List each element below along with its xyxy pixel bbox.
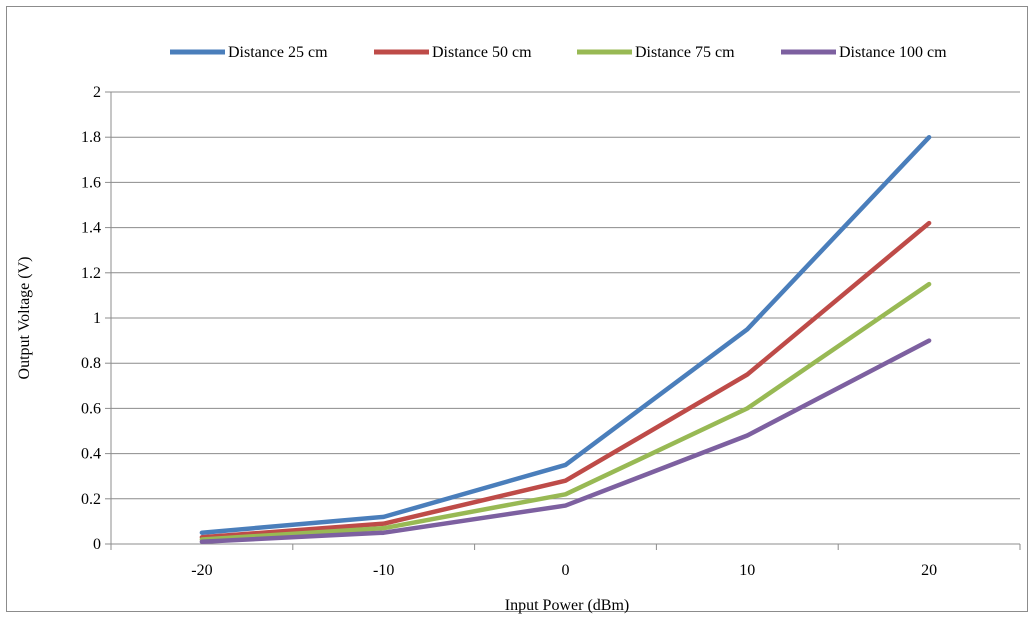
series-line-4	[199, 338, 932, 544]
y-tick-label: 1.8	[81, 129, 101, 146]
x-tick-label: -10	[373, 562, 394, 579]
series-line-3	[199, 281, 932, 542]
x-tick-label: 0	[562, 562, 570, 579]
chart-border	[6, 6, 1028, 612]
y-tick-label: 0.4	[81, 446, 101, 463]
y-tick-label: 0	[93, 536, 101, 553]
x-tick-label: -20	[191, 562, 212, 579]
legend-label: Distance 100 cm	[839, 44, 947, 61]
gridlines	[111, 91, 1020, 500]
y-axis-title: Output Voltage (V)	[16, 257, 33, 380]
x-tick-label: 10	[739, 562, 755, 579]
series-line-1	[199, 134, 932, 535]
legend: Distance 25 cm Distance 50 cm Distance 75 …	[170, 44, 947, 61]
x-axis-title: Input Power (dBm)	[505, 597, 629, 614]
y-tick-label: 0.6	[81, 400, 101, 417]
axes: 0 0.2 0.4 0.6 0.8 1 1.2 1.4 1.6 1.8 2 -20 -10 0 10 20	[81, 84, 1021, 579]
legend-label: Distance 25 cm	[228, 44, 328, 61]
series-line-2	[199, 220, 932, 540]
y-tick-label: 0.8	[81, 355, 101, 372]
legend-label: Distance 50 cm	[432, 44, 532, 61]
y-tick-label: 1	[93, 310, 101, 327]
y-tick-label: 1.4	[81, 220, 101, 237]
x-tick-label: 20	[921, 562, 937, 579]
series-lines	[199, 134, 932, 544]
y-tick-label: 2	[93, 84, 101, 101]
y-tick-label: 1.6	[81, 174, 101, 191]
legend-label: Distance 75 cm	[635, 44, 735, 61]
y-tick-label: 1.2	[81, 265, 101, 282]
y-tick-label: 0.2	[81, 491, 101, 508]
